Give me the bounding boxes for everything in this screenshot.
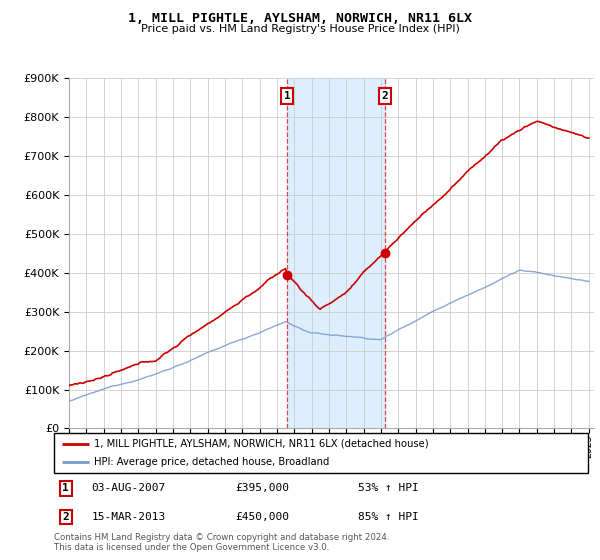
Text: 1: 1 xyxy=(62,483,69,493)
Text: Contains HM Land Registry data © Crown copyright and database right 2024.: Contains HM Land Registry data © Crown c… xyxy=(54,533,389,542)
Text: This data is licensed under the Open Government Licence v3.0.: This data is licensed under the Open Gov… xyxy=(54,543,329,552)
Text: 2: 2 xyxy=(62,512,69,522)
Text: 85% ↑ HPI: 85% ↑ HPI xyxy=(358,512,419,522)
Point xyxy=(380,249,390,258)
Text: Price paid vs. HM Land Registry's House Price Index (HPI): Price paid vs. HM Land Registry's House … xyxy=(140,24,460,34)
Text: 53% ↑ HPI: 53% ↑ HPI xyxy=(358,483,419,493)
Text: 1: 1 xyxy=(284,91,290,101)
Text: HPI: Average price, detached house, Broadland: HPI: Average price, detached house, Broa… xyxy=(94,458,329,467)
Text: 1, MILL PIGHTLE, AYLSHAM, NORWICH, NR11 6LX: 1, MILL PIGHTLE, AYLSHAM, NORWICH, NR11 … xyxy=(128,12,472,25)
Text: 15-MAR-2013: 15-MAR-2013 xyxy=(91,512,166,522)
Text: 03-AUG-2007: 03-AUG-2007 xyxy=(91,483,166,493)
Bar xyxy=(287,78,385,428)
Point xyxy=(282,270,292,279)
Text: £450,000: £450,000 xyxy=(236,512,290,522)
Text: £395,000: £395,000 xyxy=(236,483,290,493)
Text: 2: 2 xyxy=(382,91,389,101)
Text: 1, MILL PIGHTLE, AYLSHAM, NORWICH, NR11 6LX (detached house): 1, MILL PIGHTLE, AYLSHAM, NORWICH, NR11 … xyxy=(94,439,428,449)
